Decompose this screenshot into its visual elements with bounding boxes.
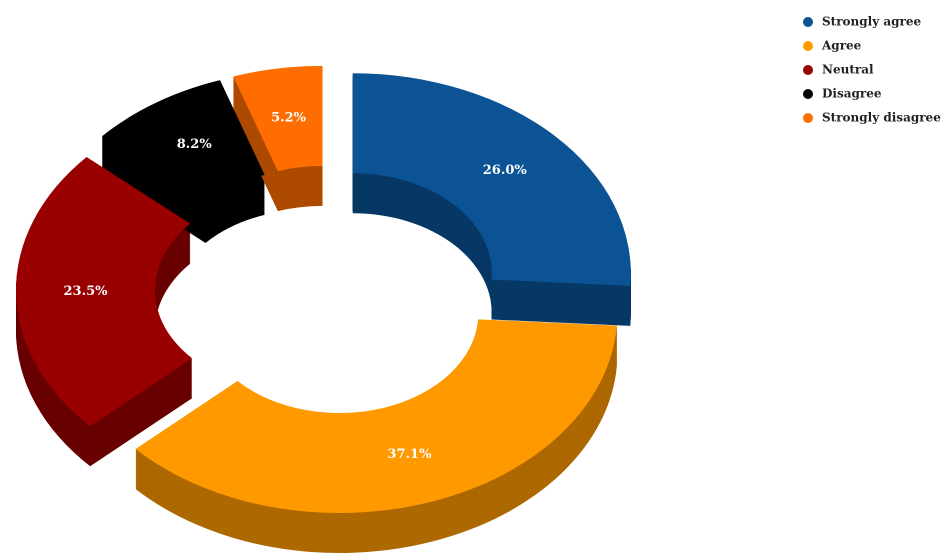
- slice: [16, 157, 193, 427]
- slice: [352, 73, 631, 286]
- legend-marker: [803, 17, 813, 27]
- slice-label: 8.2%: [177, 137, 213, 152]
- legend-label: Strongly agree: [822, 15, 921, 29]
- legend: Strongly agree Agree Neutral Disagree Strong…: [803, 15, 941, 125]
- slice: [101, 80, 265, 203]
- slice-labels: 26.0% 37.1% 23.5% 8.2% 5.2%: [64, 110, 528, 461]
- legend-marker: [803, 89, 813, 99]
- slice-tops: [16, 65, 631, 514]
- legend-label: Neutral: [822, 63, 874, 77]
- slice-label: 26.0%: [483, 163, 528, 178]
- slice-label: 5.2%: [271, 110, 307, 125]
- legend-label: Disagree: [822, 87, 882, 101]
- legend-marker: [803, 41, 813, 51]
- slice-label: 37.1%: [387, 447, 432, 462]
- slice: [233, 65, 323, 172]
- slice-label: 23.5%: [64, 284, 109, 299]
- legend-marker: [803, 65, 813, 75]
- legend-label: Agree: [821, 39, 862, 53]
- slice: [135, 319, 617, 514]
- legend-marker: [803, 113, 813, 123]
- legend-label: Strongly disagree: [822, 111, 941, 125]
